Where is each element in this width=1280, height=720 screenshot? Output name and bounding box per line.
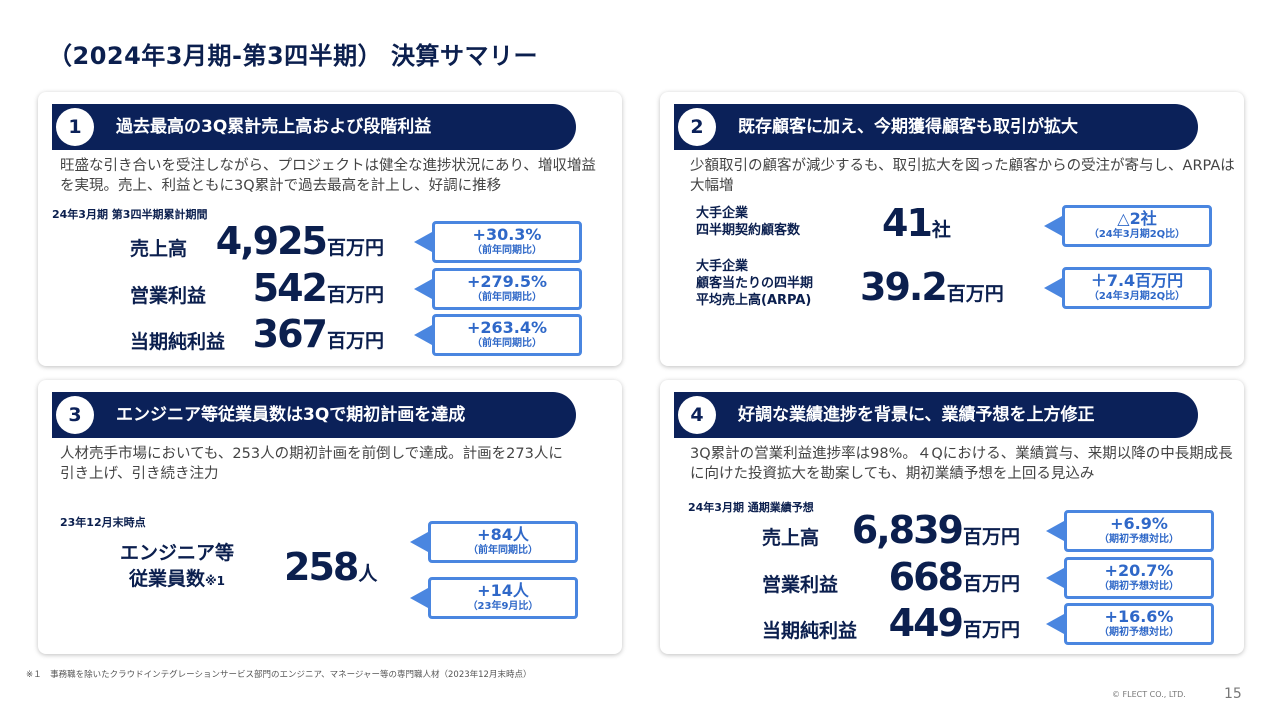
metric-label: 営業利益 [130,285,207,307]
summary-panel-4: 4 好調な業績進捗を背景に、業績予想を上方修正 3Q累計の営業利益進捗率は98%… [660,380,1244,654]
section-description: 人材売手市場においても、253人の期初計画を前倒しで達成。計画を273人に引き上… [60,446,563,482]
change-callout: +20.7% （期初予想対比） [1046,557,1214,599]
change-callout: +14人 （23年9月比） [410,577,578,619]
section-title: 過去最高の3Q累計売上高および段階利益 [116,117,432,137]
change-callout: +279.5% （前年同期比） [414,268,582,310]
section-banner: 4 好調な業績進捗を背景に、業績予想を上方修正 [674,392,1198,438]
period-label: 24年3月期 第3四半期累計期間 [52,208,208,221]
section-title: エンジニア等従業員数は3Qで期初計画を達成 [116,405,466,425]
metric-value: 367百万円 [252,312,384,356]
metric-value: 258人 [284,545,378,589]
change-callout: +263.4% （前年同期比） [414,314,582,356]
section-title: 既存顧客に加え、今期獲得顧客も取引が拡大 [738,117,1078,137]
metric-value: 449百万円 [888,601,1020,645]
metric-label: 営業利益 [762,574,839,596]
summary-panel-2: 2 既存顧客に加え、今期獲得顧客も取引が拡大 少額取引の顧客が減少するも、取引拡… [660,92,1244,366]
period-label: 23年12月末時点 [60,516,146,529]
period-label: 24年3月期 通期業績予想 [688,501,814,514]
section-number: 3 [56,396,94,434]
metric-value: 668百万円 [888,555,1020,599]
metric-label: 大手企業 顧客当たりの四半期 平均売上高(ARPA) [696,259,814,308]
section-number: 1 [56,108,94,146]
section-banner: 2 既存顧客に加え、今期獲得顧客も取引が拡大 [674,104,1198,150]
change-callout: △2社 （24年3月期2Q比） [1044,205,1212,247]
summary-panel-3: 3 エンジニア等従業員数は3Qで期初計画を達成 人材売手市場においても、253人… [38,380,622,654]
metric-label: 大手企業 四半期契約顧客数 [696,206,801,238]
footnote: ※１ 事務職を除いたクラウドインテグレーションサービス部門のエンジニア、マネージ… [26,670,532,680]
change-callout: +16.6% （期初予想対比） [1046,603,1214,645]
section-description: 少額取引の顧客が減少するも、取引拡大を図った顧客からの受注が寄与し、ARPAは大… [690,158,1235,194]
change-callout: +30.3% （前年同期比） [414,221,582,263]
copyright: © FLECT CO., LTD. [1112,690,1186,699]
section-description: 旺盛な引き合いを受注しながら、プロジェクトは健全な進捗状況にあり、増収増益を実現… [60,158,596,194]
metric-label: 売上高 [130,238,188,260]
page-number: 15 [1224,686,1242,702]
section-description: 3Q累計の営業利益進捗率は98%。４Qにおける、業績賞与、来期以降の中長期成長に… [690,446,1233,482]
metric-label: 当期純利益 [130,331,226,353]
page-title: （2024年3月期-第3四半期） 決算サマリー [48,42,539,70]
metric-value: 4,925百万円 [215,219,384,263]
section-number: 4 [678,396,716,434]
metric-value: 542百万円 [252,266,384,310]
metric-value: 39.2百万円 [860,265,1004,309]
metric-label: エンジニア等 従業員数※1 [120,542,235,590]
section-banner: 1 過去最高の3Q累計売上高および段階利益 [52,104,576,150]
metric-label: 売上高 [762,527,820,549]
metric-value: 41社 [882,201,951,245]
summary-panel-1: 1 過去最高の3Q累計売上高および段階利益 旺盛な引き合いを受注しながら、プロジ… [38,92,622,366]
change-callout: ＋7.4百万円 （24年3月期2Q比） [1044,267,1212,309]
section-banner: 3 エンジニア等従業員数は3Qで期初計画を達成 [52,392,576,438]
change-callout: +6.9% （期初予想対比） [1046,510,1214,552]
change-callout: +84人 （前年同期比） [410,521,578,563]
section-number: 2 [678,108,716,146]
metric-label: 当期純利益 [762,620,858,642]
section-title: 好調な業績進捗を背景に、業績予想を上方修正 [738,405,1095,425]
metric-value: 6,839百万円 [851,508,1020,552]
